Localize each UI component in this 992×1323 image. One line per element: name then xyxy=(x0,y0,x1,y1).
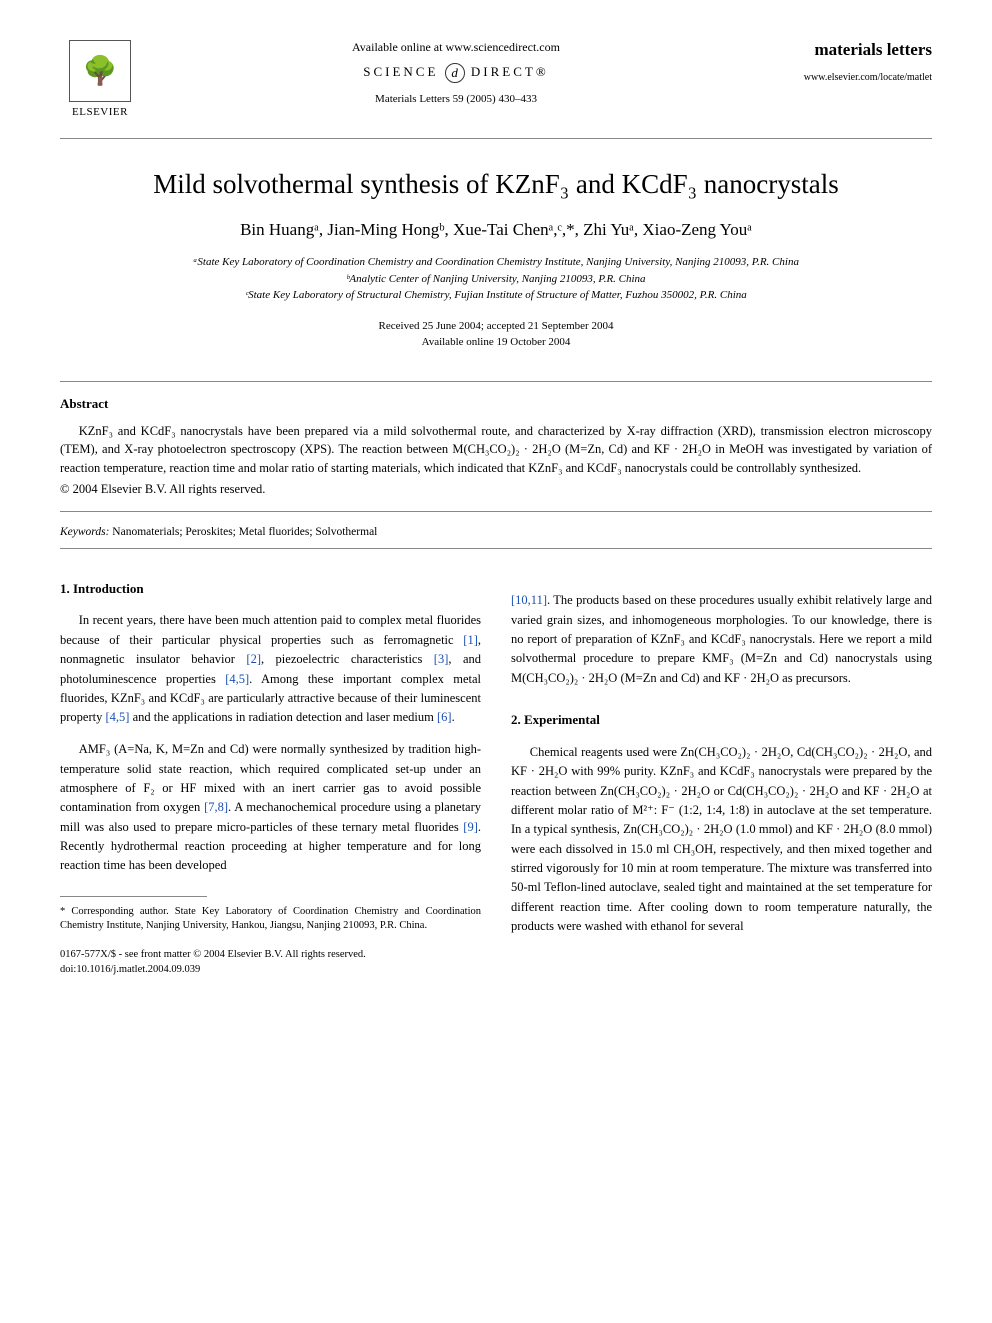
abstract-heading: Abstract xyxy=(60,396,932,412)
authors-line: Bin Huangᵃ, Jian-Ming Hongᵇ, Xue-Tai Che… xyxy=(60,220,932,240)
abstract-body: KZnF₃ and KCdF₃ nanocrystals have been p… xyxy=(60,422,932,478)
header-center: Available online at www.sciencedirect.co… xyxy=(140,40,772,105)
journal-reference: Materials Letters 59 (2005) 430–433 xyxy=(160,93,752,105)
keywords-line: Keywords: Nanomaterials; Peroskites; Met… xyxy=(60,516,932,549)
ref-link-3[interactable]: [3] xyxy=(434,652,449,666)
experimental-heading: 2. Experimental xyxy=(511,710,932,730)
ref-link-7-8[interactable]: [7,8] xyxy=(204,800,228,814)
footer-line-2: doi:10.1016/j.matlet.2004.09.039 xyxy=(60,963,481,978)
intro-paragraph-2-continued: [10,11]. The products based on these pro… xyxy=(511,591,932,688)
elsevier-tree-icon: 🌳 xyxy=(69,40,131,102)
text: , piezoelectric characteristics xyxy=(261,652,434,666)
text: and the applications in radiation detect… xyxy=(129,710,437,724)
keywords-list: Nanomaterials; Peroskites; Metal fluorid… xyxy=(112,526,377,538)
footer-copyright: 0167-577X/$ - see front matter © 2004 El… xyxy=(60,948,481,977)
ref-link-2[interactable]: [2] xyxy=(246,652,261,666)
journal-name: materials letters xyxy=(772,40,932,60)
column-right: [10,11]. The products based on these pro… xyxy=(511,579,932,978)
affiliation-b: ᵇAnalytic Center of Nanjing University, … xyxy=(60,271,932,288)
ref-link-10-11[interactable]: [10,11] xyxy=(511,593,547,607)
affiliations: ᵃState Key Laboratory of Coordination Ch… xyxy=(60,254,932,304)
affiliation-a: ᵃState Key Laboratory of Coordination Ch… xyxy=(60,254,932,271)
sd-d-icon: d xyxy=(445,63,465,83)
ref-link-1[interactable]: [1] xyxy=(463,633,478,647)
publisher-logo: 🌳 ELSEVIER xyxy=(60,40,140,130)
footer-line-1: 0167-577X/$ - see front matter © 2004 El… xyxy=(60,948,481,963)
ref-link-4-5[interactable]: [4,5] xyxy=(225,672,249,686)
ref-link-6[interactable]: [6] xyxy=(437,710,452,724)
keywords-label: Keywords: xyxy=(60,526,109,538)
abstract-copyright: © 2004 Elsevier B.V. All rights reserved… xyxy=(60,482,932,497)
corresponding-author-footnote: * Corresponding author. State Key Labora… xyxy=(60,905,481,934)
experimental-paragraph-1: Chemical reagents used were Zn(CH₃CO₂)₂ … xyxy=(511,743,932,937)
intro-paragraph-2: AMF₃ (A=Na, K, M=Zn and Cd) were normall… xyxy=(60,740,481,876)
text: . xyxy=(452,710,455,724)
ref-link-9[interactable]: [9] xyxy=(463,820,478,834)
page-container: 🌳 ELSEVIER Available online at www.scien… xyxy=(0,0,992,1018)
available-online-text: Available online at www.sciencedirect.co… xyxy=(160,40,752,55)
introduction-heading: 1. Introduction xyxy=(60,579,481,599)
text: . The products based on these procedures… xyxy=(511,593,932,685)
sd-left: SCIENCE xyxy=(363,64,438,79)
spacer xyxy=(511,688,932,710)
received-accepted: Received 25 June 2004; accepted 21 Septe… xyxy=(60,318,932,335)
abstract-section: Abstract KZnF₃ and KCdF₃ nanocrystals ha… xyxy=(60,381,932,512)
body-columns: 1. Introduction In recent years, there h… xyxy=(60,579,932,978)
footnote-separator xyxy=(60,896,207,897)
header-bar: 🌳 ELSEVIER Available online at www.scien… xyxy=(60,40,932,139)
article-dates: Received 25 June 2004; accepted 21 Septe… xyxy=(60,318,932,351)
column-left: 1. Introduction In recent years, there h… xyxy=(60,579,481,978)
sd-right: DIRECT® xyxy=(471,64,549,79)
affiliation-c: ᶜState Key Laboratory of Structural Chem… xyxy=(60,287,932,304)
header-right: materials letters www.elsevier.com/locat… xyxy=(772,40,932,83)
sciencedirect-logo: SCIENCE d DIRECT® xyxy=(160,63,752,83)
article-title: Mild solvothermal synthesis of KZnF₃ and… xyxy=(60,169,932,200)
publisher-name: ELSEVIER xyxy=(72,106,128,118)
journal-url: www.elsevier.com/locate/matlet xyxy=(772,72,932,83)
text: In recent years, there have been much at… xyxy=(60,613,481,646)
intro-paragraph-1: In recent years, there have been much at… xyxy=(60,611,481,727)
available-online-date: Available online 19 October 2004 xyxy=(60,334,932,351)
ref-link-4-5b[interactable]: [4,5] xyxy=(105,710,129,724)
